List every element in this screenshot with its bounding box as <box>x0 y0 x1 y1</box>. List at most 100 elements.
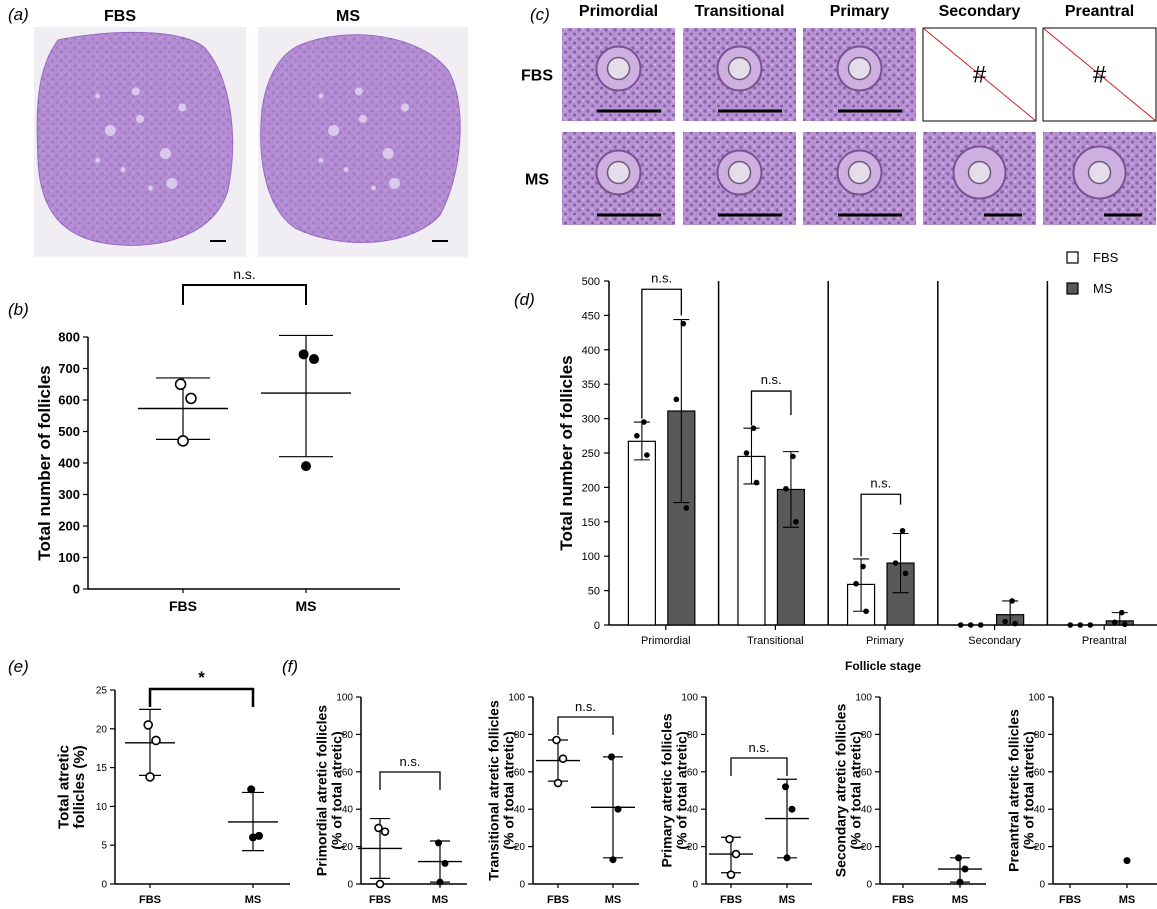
y-tick-label: 10 <box>96 802 108 813</box>
significance-label: n.s. <box>651 270 672 285</box>
data-point <box>783 485 789 492</box>
follicle-spot <box>131 87 140 96</box>
data-point <box>957 622 964 628</box>
panel-c-follicle-images: (c) Primordial Transitional Primary Secondar… <box>521 3 1157 225</box>
missing-symbol: # <box>973 62 987 89</box>
y-axis-label: Total atreticfollicles (%) <box>56 745 89 829</box>
oocyte <box>606 160 631 185</box>
y-tick-label: 150 <box>582 517 600 529</box>
data-point <box>558 754 568 764</box>
y-tick-label: 40 <box>342 805 354 816</box>
y-axis-label: Secondary atretic follicles(% of total a… <box>833 704 864 878</box>
x-axis-label: Follicle stage <box>845 659 921 673</box>
panel-letter-e: (e) <box>8 657 29 676</box>
y-tick-label: 80 <box>861 730 873 741</box>
y-tick-label: 400 <box>58 456 80 471</box>
significance-label: * <box>198 668 205 687</box>
y-tick-label: 25 <box>96 686 108 697</box>
y-tick-label: 0 <box>101 880 107 891</box>
data-point <box>608 753 615 761</box>
data-point <box>955 854 962 862</box>
data-point <box>644 452 650 458</box>
significance-bracket <box>641 288 682 419</box>
data-point <box>750 425 757 432</box>
data-point <box>247 785 256 794</box>
y-tick-label: 300 <box>58 487 80 502</box>
x-tick-label: MS <box>296 598 317 614</box>
significance-bracket <box>148 687 255 707</box>
significance-label: n.s. <box>749 740 770 755</box>
y-tick-label: 400 <box>582 345 600 357</box>
data-point <box>298 349 309 360</box>
y-tick-label: 200 <box>582 482 600 494</box>
data-point <box>380 827 390 836</box>
chart-f3: 0 20 40 60 80 100 FBS MS Primary atretic follicl… <box>659 693 812 906</box>
data-point <box>151 735 161 746</box>
y-axis-label: Preantral atretic follicles(% of total a… <box>1006 709 1037 872</box>
y-tick-label: 60 <box>342 767 354 778</box>
y-axis-label-line: (% of total atretic) <box>1020 731 1036 849</box>
x-tick-label: Primordial <box>641 635 691 647</box>
follicle-spot <box>401 103 409 112</box>
data-point <box>731 849 741 859</box>
data-point <box>783 854 791 862</box>
follicle-spot <box>120 167 126 173</box>
x-tick-label: FBS <box>369 894 391 906</box>
x-tick-label: Secondary <box>968 635 1021 647</box>
bar-fbs <box>627 440 656 626</box>
y-tick-label: 80 <box>514 730 526 741</box>
x-tick-label: FBS <box>720 894 742 906</box>
data-point <box>788 805 796 813</box>
panel-letter-d: (d) <box>514 290 535 309</box>
y-tick-label: 800 <box>58 330 80 345</box>
data-point <box>436 878 444 886</box>
significance-label: n.s. <box>400 754 421 769</box>
significance-bracket <box>860 493 902 557</box>
significance-label: n.s. <box>233 266 256 282</box>
follicle-spot <box>159 148 171 159</box>
y-tick-label: 0 <box>1039 880 1045 891</box>
x-tick-label: MS <box>432 894 449 906</box>
x-tick-label: FBS <box>169 598 197 614</box>
y-tick-label: 0 <box>73 582 80 597</box>
data-point <box>1077 622 1084 628</box>
y-axis-label: Primary atretic follicles(% of total atr… <box>659 713 690 867</box>
x-tick-label: MS <box>1119 894 1136 906</box>
y-axis-label-line: Transitional atretic follicles <box>486 700 502 881</box>
cross-line <box>922 27 1037 122</box>
y-tick-label: 250 <box>582 448 600 460</box>
panel-letter-c: (c) <box>530 5 550 24</box>
x-tick-label: FBS <box>139 894 161 906</box>
significance-bracket <box>379 771 441 790</box>
y-tick-label: 60 <box>687 767 699 778</box>
x-tick-label: FBS <box>892 894 914 906</box>
data-point <box>899 527 906 534</box>
oocyte <box>1087 160 1112 185</box>
follicle-spot <box>95 157 101 163</box>
data-point <box>782 783 789 791</box>
x-tick-label: Primary <box>866 635 904 647</box>
data-point <box>614 805 622 813</box>
y-tick-label: 40 <box>687 805 699 816</box>
follicle-spot <box>178 103 187 112</box>
y-tick-label: 100 <box>1028 693 1045 704</box>
data-point <box>1009 598 1015 604</box>
data-point <box>1087 622 1094 628</box>
y-tick-label: 80 <box>342 730 354 741</box>
y-axis-label-line: Total atretic <box>56 745 73 829</box>
data-point <box>793 519 799 525</box>
follicle-spot <box>95 93 101 99</box>
data-point <box>743 450 750 456</box>
y-tick-label: 350 <box>582 379 600 391</box>
data-point <box>1111 619 1118 626</box>
y-tick-label: 100 <box>336 693 353 704</box>
y-tick-label: 40 <box>861 805 873 816</box>
y-tick-label: 100 <box>681 693 698 704</box>
x-tick-label: MS <box>779 894 796 906</box>
follicle-spot <box>343 167 349 173</box>
y-tick-label: 100 <box>58 550 80 565</box>
oocyte <box>847 160 872 185</box>
significance-bracket <box>730 757 788 776</box>
data-point <box>174 378 187 391</box>
